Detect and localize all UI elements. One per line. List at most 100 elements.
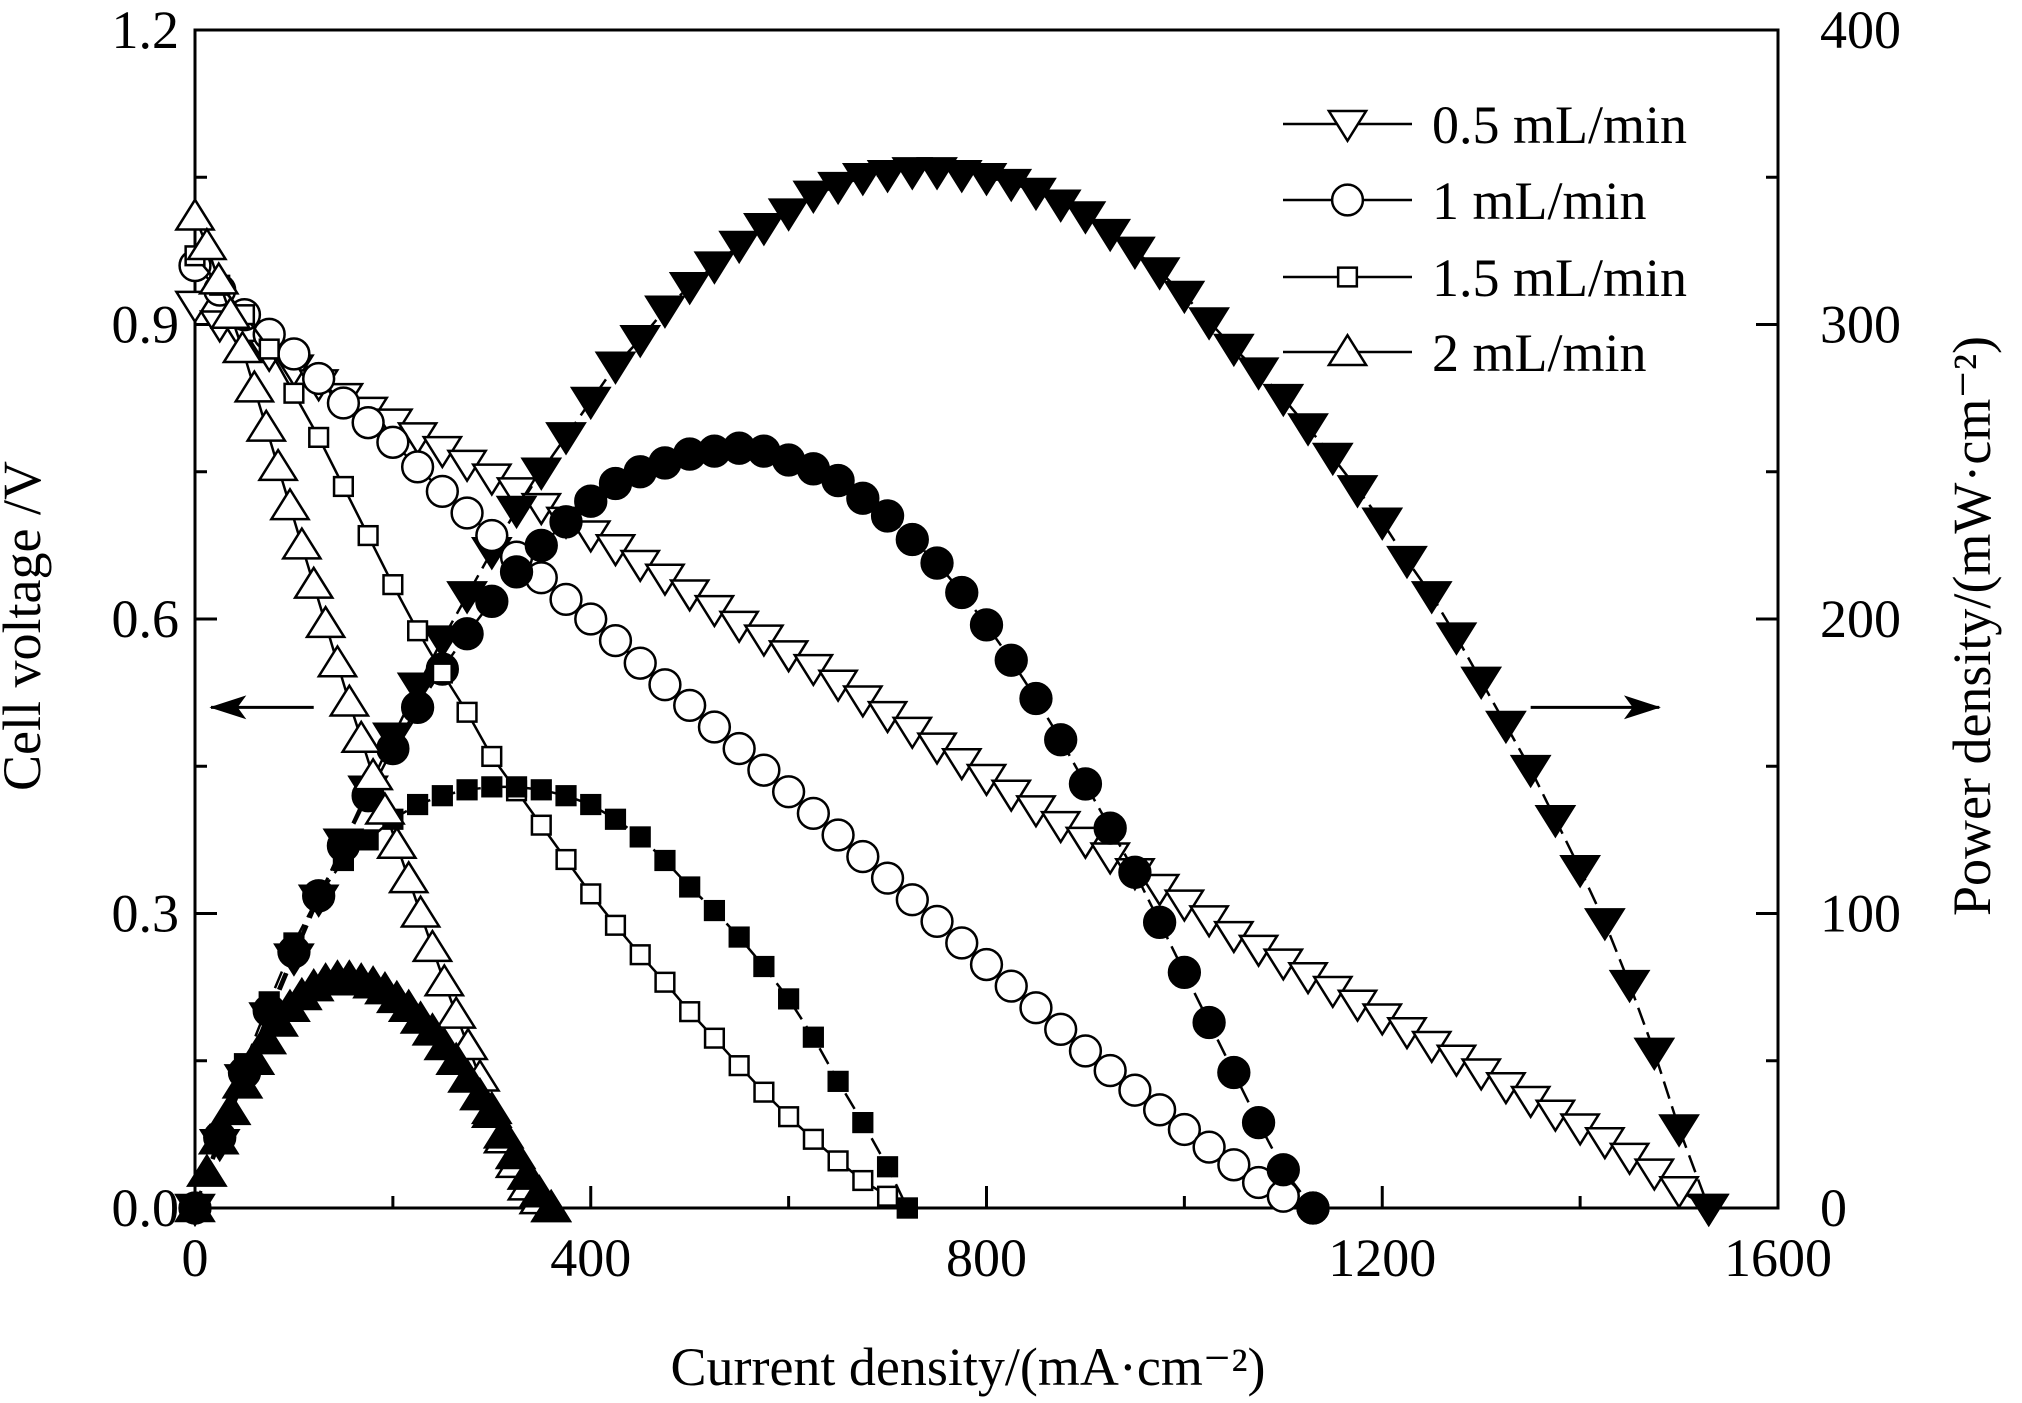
power-point	[505, 776, 528, 798]
power-point	[1212, 333, 1255, 368]
power-point	[1435, 622, 1478, 656]
voltage-point	[209, 295, 252, 329]
voltage-point	[747, 753, 781, 787]
power-point	[679, 876, 701, 898]
voltage-point	[435, 995, 478, 1029]
power-point	[1068, 767, 1103, 801]
power-point	[555, 785, 577, 807]
power-point	[891, 157, 934, 191]
y-left-tick-label: 0.0	[112, 1178, 180, 1238]
power-point	[827, 1070, 849, 1092]
voltage-point	[629, 944, 651, 966]
voltage-point	[771, 775, 806, 809]
voltage-point	[796, 796, 831, 831]
voltage-point	[257, 447, 299, 482]
voltage-point	[174, 197, 216, 231]
voltage-point	[407, 620, 429, 642]
voltage-point	[425, 474, 459, 509]
voltage-point	[308, 426, 330, 448]
y-left-tick-label: 1.2	[112, 0, 180, 60]
power-point	[470, 1094, 513, 1129]
voltage-point	[387, 860, 430, 894]
voltage-point	[654, 971, 676, 993]
voltage-point	[423, 963, 466, 997]
voltage-point	[332, 475, 355, 498]
power-point	[604, 808, 627, 830]
power-point	[817, 171, 859, 206]
power-point	[283, 932, 305, 954]
power-point	[400, 690, 435, 724]
legend-label: 1 mL/min	[1432, 171, 1647, 231]
x-tick-label: 0	[182, 1228, 209, 1288]
power-point	[969, 608, 1004, 642]
power-point	[619, 324, 662, 359]
power-point	[1044, 723, 1078, 757]
series-layer	[174, 157, 1730, 1228]
power-point	[569, 386, 612, 421]
power-point	[530, 1188, 573, 1223]
voltage-point	[598, 623, 633, 658]
voltage-point	[277, 337, 311, 371]
voltage-point	[673, 688, 707, 723]
voltage-point	[1217, 1148, 1251, 1182]
voltage-point	[283, 382, 305, 404]
voltage-point	[870, 861, 905, 895]
series-2-ml-min	[174, 197, 573, 1223]
voltage-point	[400, 450, 435, 484]
voltage-point	[895, 883, 929, 917]
voltage-point	[1019, 991, 1053, 1025]
power-point	[258, 991, 280, 1013]
x-tick-label: 1600	[1724, 1228, 1832, 1288]
x-tick-label: 800	[946, 1228, 1027, 1288]
voltage-point	[821, 818, 855, 852]
voltage-point	[1633, 1158, 1676, 1192]
power-point	[866, 160, 909, 194]
voltage-point	[994, 969, 1028, 1003]
power-point	[1089, 218, 1132, 253]
voltage-point	[778, 1106, 800, 1128]
power-point	[1167, 955, 1202, 990]
power-point	[895, 522, 929, 557]
legend-item-0-5-ml-min: 0.5 mL/min	[1283, 95, 1687, 155]
arrow-right-head	[1623, 695, 1661, 720]
power-point	[221, 1065, 264, 1099]
power-point	[574, 484, 608, 518]
power-point	[545, 422, 587, 456]
legend-marker	[1326, 332, 1369, 367]
voltage-point	[174, 290, 216, 324]
y-right-tick-label: 200	[1820, 589, 1901, 649]
x-tick-label: 400	[550, 1228, 631, 1288]
power-point	[1241, 1105, 1276, 1140]
power-point	[431, 785, 453, 807]
power-point	[1287, 413, 1329, 447]
voltage-point	[876, 1185, 899, 1207]
power-point	[1559, 855, 1601, 889]
voltage-point	[1044, 1012, 1078, 1046]
arrow-left-head	[209, 695, 247, 720]
voltage-point	[351, 406, 385, 440]
power-point	[802, 1026, 824, 1048]
power-point	[233, 1041, 276, 1076]
power-point	[668, 271, 711, 306]
power-point	[1266, 1153, 1300, 1187]
power-point	[186, 1153, 228, 1187]
voltage-point	[1068, 1034, 1103, 1068]
voltage-point	[258, 338, 280, 360]
power-point	[654, 849, 676, 872]
power-point	[1410, 581, 1453, 615]
power-point	[530, 779, 552, 801]
power-point	[1188, 307, 1230, 341]
power-point	[396, 672, 439, 706]
voltage-point	[945, 926, 979, 960]
legend-label: 2 mL/min	[1432, 323, 1647, 383]
power-point	[1509, 754, 1552, 789]
x-axis-title: Current density/(mA·cm⁻²)	[670, 1337, 1265, 1397]
voltage-point	[722, 731, 756, 766]
voltage-point	[197, 261, 240, 295]
power-point	[1687, 1193, 1730, 1228]
voltage-point	[623, 646, 657, 680]
y-right-tick-label: 400	[1820, 0, 1901, 60]
legend-label: 0.5 mL/min	[1432, 95, 1687, 155]
legend-marker	[1326, 109, 1369, 144]
